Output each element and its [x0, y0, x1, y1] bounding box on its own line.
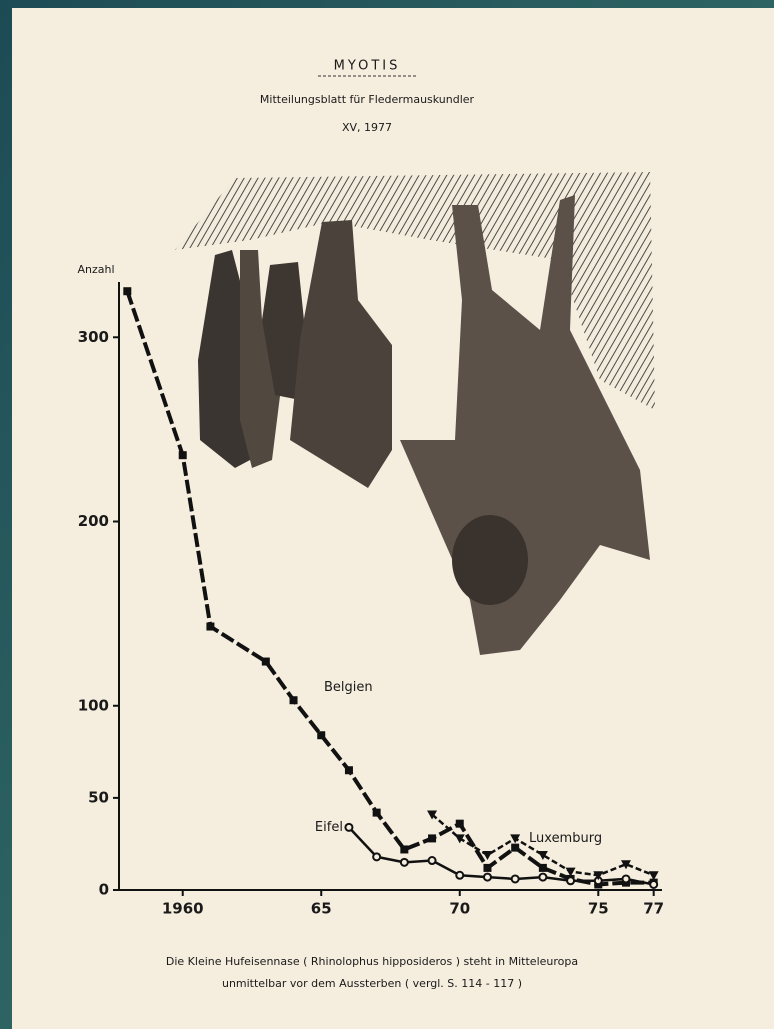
marker — [427, 856, 437, 866]
marker — [538, 863, 547, 872]
y-axis-label: Anzahl — [77, 263, 114, 276]
subtitle: XV, 1977 — [342, 121, 392, 134]
subtitle: Mitteilungsblatt für Fledermauskundler — [260, 93, 475, 106]
x-tick-label: 1960 — [162, 900, 204, 918]
marker — [400, 845, 409, 854]
marker — [537, 850, 548, 860]
y-tick-label: 0 — [99, 881, 109, 899]
caption: unmittelbar vor dem Aussterben ( vergl. … — [222, 977, 522, 990]
caption: Die Kleine Hufeisennase ( Rhinolophus hi… — [166, 955, 578, 968]
marker — [317, 731, 326, 740]
x-tick-label: 77 — [643, 900, 664, 918]
x-tick-label: 70 — [449, 900, 470, 918]
series-label: Luxemburg — [529, 831, 602, 846]
marker — [483, 863, 492, 872]
y-tick-label: 100 — [78, 696, 109, 714]
marker — [593, 871, 604, 881]
marker — [538, 872, 548, 882]
marker — [427, 810, 438, 820]
marker — [620, 860, 631, 870]
illustration — [175, 172, 655, 655]
series-label: Belgien — [324, 680, 373, 695]
marker — [510, 874, 520, 884]
y-tick-label: 50 — [88, 788, 109, 806]
marker — [455, 819, 464, 828]
marker — [178, 451, 187, 460]
y-tick-label: 200 — [78, 512, 109, 530]
marker — [344, 822, 354, 832]
marker — [648, 871, 659, 881]
marker — [372, 808, 381, 817]
marker — [565, 867, 576, 877]
marker — [621, 874, 631, 884]
x-tick-label: 75 — [588, 900, 609, 918]
marker — [482, 872, 492, 882]
title: MYOTIS — [334, 59, 401, 74]
marker — [261, 657, 270, 666]
series-label: Eifel — [315, 820, 343, 835]
marker — [428, 834, 437, 843]
marker — [344, 766, 353, 775]
paper — [12, 8, 774, 1029]
marker — [454, 834, 465, 844]
x-tick-label: 65 — [311, 900, 332, 918]
marker — [649, 879, 659, 889]
y-tick-label: 300 — [78, 328, 109, 346]
marker — [455, 870, 465, 880]
marker — [399, 857, 409, 867]
marker — [511, 843, 520, 852]
marker — [372, 852, 382, 862]
marker — [566, 876, 576, 886]
marker — [123, 287, 132, 296]
series-line — [431, 813, 655, 877]
series-line — [125, 290, 654, 887]
series-line — [348, 826, 654, 886]
marker — [206, 622, 215, 631]
marker — [289, 696, 298, 705]
marker — [482, 850, 493, 860]
marker — [510, 834, 521, 844]
